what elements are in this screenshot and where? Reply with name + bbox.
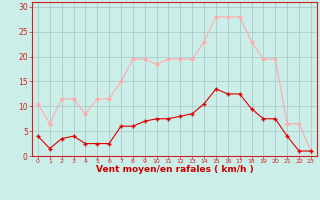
X-axis label: Vent moyen/en rafales ( km/h ): Vent moyen/en rafales ( km/h ) <box>96 165 253 174</box>
